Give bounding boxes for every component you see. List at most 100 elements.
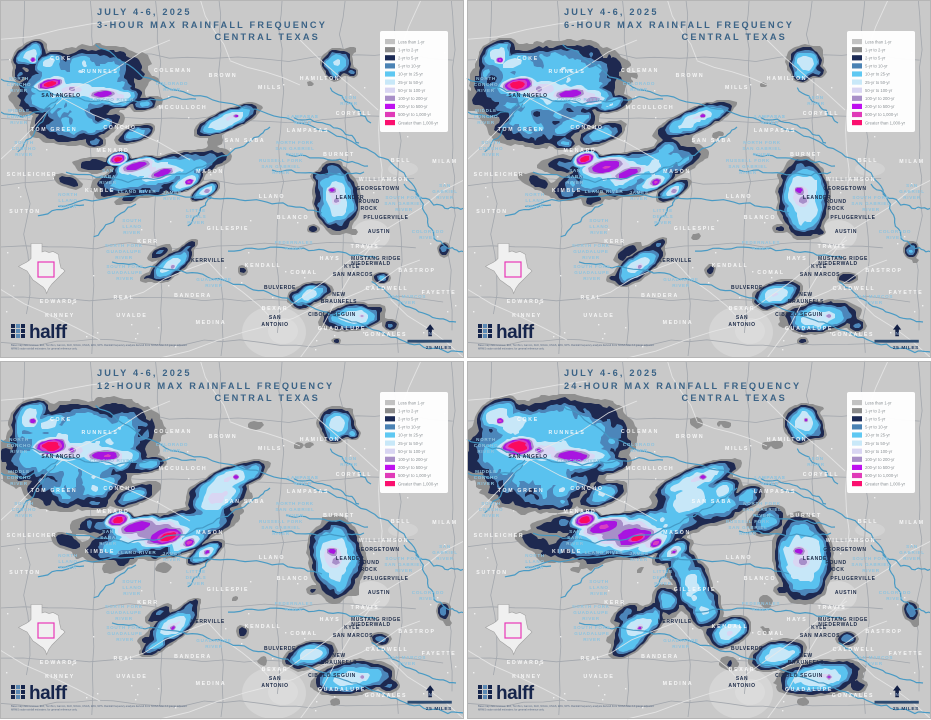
- svg-text:LLANO: LLANO: [122, 224, 141, 229]
- svg-text:5-yr to 10-yr: 5-yr to 10-yr: [398, 64, 421, 69]
- svg-text:SAN: SAN: [736, 676, 748, 682]
- svg-text:SOUTH: SOUTH: [122, 579, 142, 584]
- svg-text:halff: halff: [496, 322, 535, 343]
- svg-text:RIVER: RIVER: [205, 283, 223, 288]
- svg-text:CONCHO: CONCHO: [474, 443, 499, 448]
- svg-text:RIVER: RIVER: [15, 513, 33, 518]
- svg-text:GILLESPIE: GILLESPIE: [674, 226, 716, 232]
- svg-text:MIDDLE: MIDDLE: [8, 108, 30, 113]
- svg-text:RIVER: RIVER: [163, 557, 181, 562]
- svg-text:BRAUNFELS: BRAUNFELS: [321, 299, 357, 305]
- svg-text:NORTH FORK: NORTH FORK: [743, 140, 781, 145]
- svg-text:RUSSELL FORK: RUSSELL FORK: [259, 519, 303, 524]
- svg-text:RUNNELS: RUNNELS: [82, 430, 119, 436]
- svg-text:RIVER: RIVER: [630, 196, 648, 201]
- svg-text:RIVER: RIVER: [436, 195, 454, 200]
- svg-text:FAYETTE: FAYETTE: [422, 290, 457, 296]
- svg-text:PFLUGERVILLE: PFLUGERVILLE: [830, 576, 875, 582]
- svg-text:KERR: KERR: [604, 600, 626, 606]
- svg-text:KERR: KERR: [604, 239, 626, 245]
- svg-text:LAMPASAS: LAMPASAS: [287, 475, 318, 480]
- svg-text:CIBOLO SEGUIN: CIBOLO SEGUIN: [775, 673, 823, 679]
- svg-text:KIMBLE: KIMBLE: [85, 549, 115, 555]
- svg-text:RIVER: RIVER: [163, 196, 181, 201]
- svg-text:SAN ANGELO: SAN ANGELO: [508, 93, 547, 99]
- svg-text:RUNNELS: RUNNELS: [549, 430, 586, 436]
- svg-text:MUSTANG RIDGE: MUSTANG RIDGE: [818, 256, 868, 262]
- svg-text:BURNET: BURNET: [790, 513, 822, 519]
- svg-text:GUADALUPE: GUADALUPE: [107, 270, 142, 275]
- svg-text:GABRIEL: GABRIEL: [432, 550, 458, 555]
- svg-text:RUNNELS: RUNNELS: [549, 69, 586, 75]
- svg-text:ANTONIO: ANTONIO: [728, 322, 755, 328]
- svg-text:NIEDERWALD: NIEDERWALD: [351, 622, 391, 628]
- svg-text:RIVER: RIVER: [566, 180, 584, 185]
- svg-text:NORTH: NORTH: [525, 192, 545, 197]
- svg-text:RIVER: RIVER: [761, 481, 779, 486]
- svg-text:Base map data sources: Esri, T: Base map data sources: Esri, TomTom, Gar…: [11, 704, 187, 708]
- svg-text:SUTTON: SUTTON: [476, 570, 507, 576]
- svg-text:RIVER: RIVER: [286, 513, 304, 518]
- svg-text:TOM GREEN: TOM GREEN: [498, 127, 545, 133]
- svg-text:200-yr to 500-yr: 200-yr to 500-yr: [398, 104, 428, 109]
- svg-text:MCCULLOCH: MCCULLOCH: [159, 105, 208, 111]
- svg-text:COKE: COKE: [50, 417, 72, 423]
- svg-text:GUADALUPE: GUADALUPE: [574, 270, 609, 275]
- svg-text:SOUTH FORK: SOUTH FORK: [106, 264, 143, 269]
- svg-text:halff: halff: [29, 683, 68, 704]
- svg-text:COLORADO: COLORADO: [156, 81, 188, 86]
- svg-text:LAMPASAS: LAMPASAS: [754, 475, 785, 480]
- svg-text:TRAVIS: TRAVIS: [818, 605, 847, 611]
- svg-text:RIVER: RIVER: [672, 644, 690, 649]
- svg-text:100-yr to 200-yr: 100-yr to 200-yr: [398, 457, 428, 462]
- svg-text:SAN GABRIEL: SAN GABRIEL: [851, 562, 890, 567]
- svg-text:GUADALUPE: GUADALUPE: [318, 326, 366, 332]
- svg-text:NEW: NEW: [799, 653, 812, 659]
- svg-text:RIVER: RIVER: [807, 462, 825, 467]
- svg-text:SOUTH: SOUTH: [589, 579, 609, 584]
- svg-text:RIVER: RIVER: [294, 120, 312, 125]
- svg-text:GUADALUPE: GUADALUPE: [318, 687, 366, 693]
- svg-text:NORTH: NORTH: [9, 76, 29, 81]
- svg-text:SABA: SABA: [567, 535, 583, 540]
- svg-text:LLANO: LLANO: [525, 559, 544, 564]
- svg-text:COMAL: COMAL: [757, 270, 785, 276]
- svg-text:SOUTH FORK: SOUTH FORK: [106, 625, 143, 630]
- svg-text:JAMES: JAMES: [162, 551, 181, 556]
- svg-text:SAN: SAN: [439, 544, 451, 549]
- svg-text:KIMBLE: KIMBLE: [85, 188, 115, 194]
- svg-text:Less than 1-yr: Less than 1-yr: [865, 400, 892, 405]
- svg-text:WILLIAMSON: WILLIAMSON: [826, 538, 876, 544]
- svg-text:SOUTH FORK: SOUTH FORK: [573, 625, 610, 630]
- svg-text:CONCHO: CONCHO: [103, 486, 136, 492]
- svg-text:CONCHO: CONCHO: [479, 507, 504, 512]
- svg-text:GUADALUPE: GUADALUPE: [663, 638, 698, 643]
- svg-text:2-yr to 5-yr: 2-yr to 5-yr: [398, 417, 419, 422]
- svg-text:BANDERA: BANDERA: [174, 654, 212, 660]
- svg-text:MCCULLOCH: MCCULLOCH: [626, 466, 675, 472]
- svg-text:AUSTIN: AUSTIN: [835, 590, 857, 596]
- svg-text:MUSTANG RIDGE: MUSTANG RIDGE: [818, 617, 868, 623]
- svg-text:CIBOLO SEGUIN: CIBOLO SEGUIN: [308, 673, 356, 679]
- svg-text:GABRIEL: GABRIEL: [899, 189, 925, 194]
- svg-text:SAN: SAN: [569, 168, 581, 173]
- svg-text:DEVILS: DEVILS: [653, 214, 674, 219]
- svg-text:Base map data sources: Esri, T: Base map data sources: Esri, TomTom, Gar…: [478, 704, 654, 708]
- svg-text:SUTTON: SUTTON: [9, 209, 40, 215]
- svg-text:NORTH FORK: NORTH FORK: [572, 604, 610, 609]
- svg-text:BULVERDE: BULVERDE: [731, 285, 763, 291]
- svg-text:SAN GABRIEL: SAN GABRIEL: [384, 201, 423, 206]
- svg-text:SAN: SAN: [736, 315, 748, 321]
- svg-text:COMAL: COMAL: [290, 270, 318, 276]
- svg-text:Greater than 1,000-yr: Greater than 1,000-yr: [865, 120, 906, 125]
- svg-text:50-yr to 100-yr: 50-yr to 100-yr: [865, 449, 893, 454]
- svg-text:RIVER: RIVER: [163, 448, 181, 453]
- svg-text:GUADALUPE: GUADALUPE: [785, 687, 833, 693]
- svg-text:BEXAR: BEXAR: [262, 306, 289, 312]
- svg-text:MUSTANG RIDGE: MUSTANG RIDGE: [351, 617, 401, 623]
- svg-text:SUTTON: SUTTON: [9, 570, 40, 576]
- svg-text:LAMPASAS: LAMPASAS: [287, 128, 329, 134]
- svg-text:MIDDLE: MIDDLE: [475, 469, 497, 474]
- svg-text:RUNNELS: RUNNELS: [82, 69, 119, 75]
- svg-text:COMAL: COMAL: [290, 631, 318, 637]
